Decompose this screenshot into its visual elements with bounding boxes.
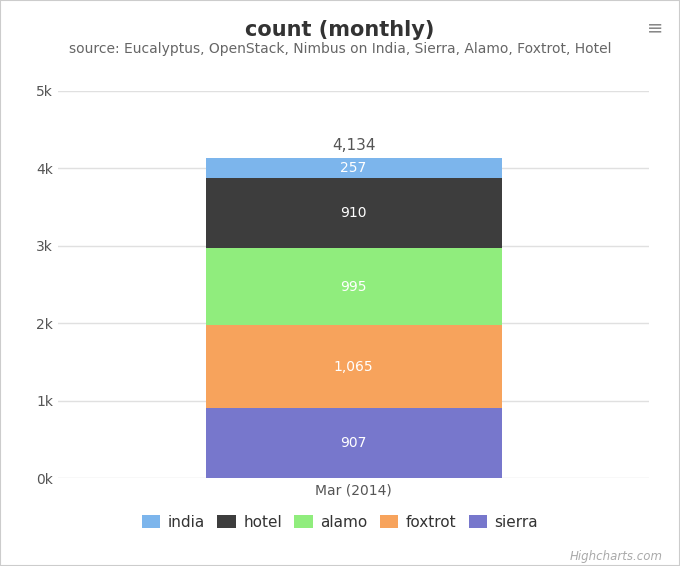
Bar	[206, 408, 502, 478]
Legend: india, hotel, alamo, foxtrot, sierra: india, hotel, alamo, foxtrot, sierra	[136, 508, 544, 536]
Text: 910: 910	[341, 206, 367, 220]
Text: count (monthly): count (monthly)	[245, 20, 435, 40]
Bar	[206, 325, 502, 408]
Text: 4,134: 4,134	[332, 138, 375, 153]
Text: 907: 907	[341, 436, 367, 450]
Text: 257: 257	[341, 161, 367, 175]
Bar	[206, 178, 502, 248]
Text: 1,065: 1,065	[334, 359, 373, 374]
Text: 995: 995	[341, 280, 367, 294]
Bar	[206, 158, 502, 178]
Bar	[206, 248, 502, 325]
Text: ≡: ≡	[647, 18, 663, 37]
Text: Highcharts.com: Highcharts.com	[570, 550, 663, 563]
Text: source: Eucalyptus, OpenStack, Nimbus on India, Sierra, Alamo, Foxtrot, Hotel: source: Eucalyptus, OpenStack, Nimbus on…	[69, 42, 611, 57]
